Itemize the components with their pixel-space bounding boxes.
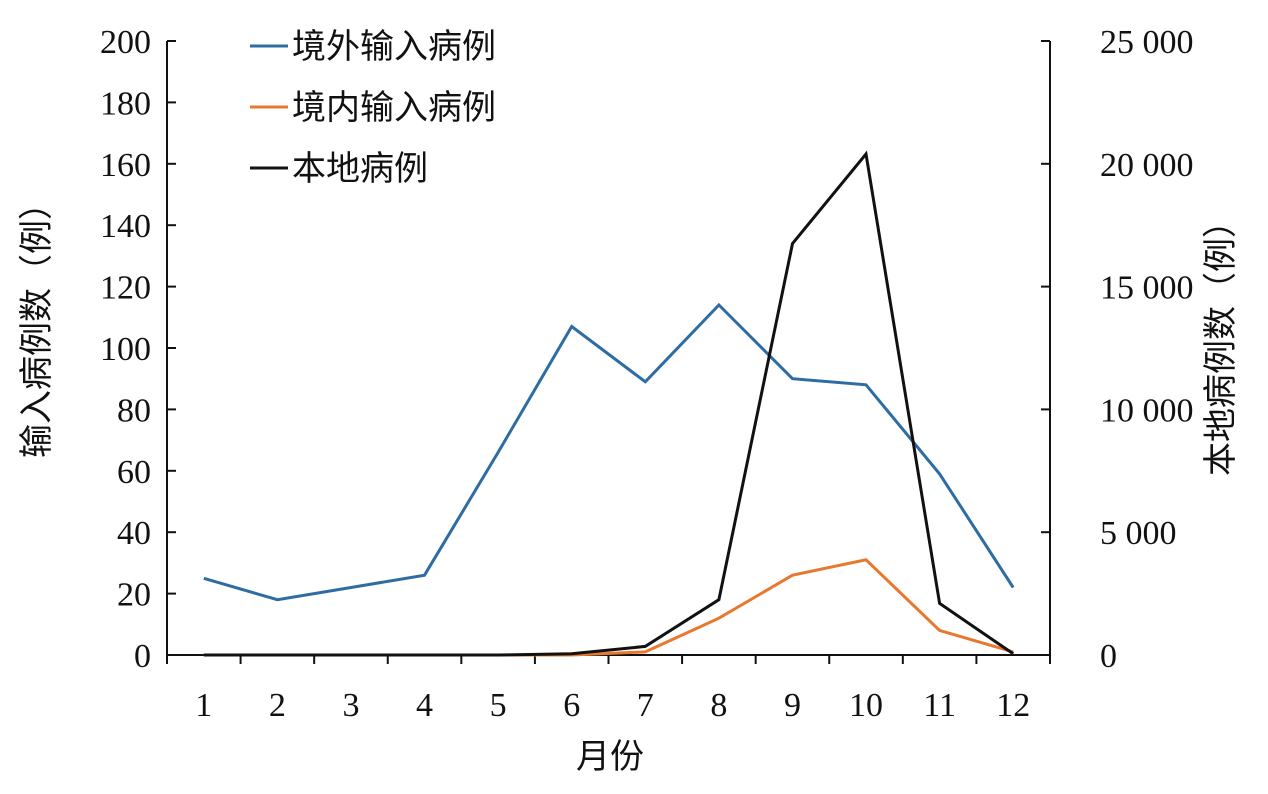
x-tick-label: 10 <box>849 687 883 724</box>
right-y-tick-label: 15 000 <box>1100 270 1194 307</box>
legend-label-2: 境内输入病例 <box>292 88 496 128</box>
x-tick-label: 9 <box>784 687 801 724</box>
left-y-tick-label: 200 <box>100 24 151 61</box>
right-y-tick-label: 5 000 <box>1100 515 1177 552</box>
x-tick-label: 3 <box>342 687 359 724</box>
legend-label-3: 本地病例 <box>292 149 428 189</box>
x-axis-title: 月份 <box>576 737 644 777</box>
x-tick-label: 6 <box>563 687 580 724</box>
series-line-1 <box>203 302 1015 602</box>
right-y-tick-label: 20 000 <box>1100 147 1194 184</box>
left-y-tick-label: 20 <box>117 577 151 614</box>
left-y-tick-label: 60 <box>117 454 151 491</box>
left-y-tick-label: 160 <box>100 147 151 184</box>
series-line-3 <box>203 150 1015 657</box>
left-y-tick-label: 40 <box>117 515 151 552</box>
left-y-tick-label: 80 <box>117 392 151 429</box>
x-tick-label: 2 <box>269 687 286 724</box>
right-y-axis-title: 本地病例数（例） <box>1201 204 1241 476</box>
left-y-tick-label: 100 <box>100 331 151 368</box>
x-tick-label: 7 <box>637 687 654 724</box>
right-y-tick-label: 25 000 <box>1100 24 1194 61</box>
series-lines <box>203 150 1015 657</box>
left-y-axis-title: 输入病例数（例） <box>17 186 57 458</box>
x-tick-label: 8 <box>710 687 727 724</box>
left-y-tick-label: 140 <box>100 208 151 245</box>
left-y-tick-label: 180 <box>100 85 151 122</box>
x-tick-label: 11 <box>923 687 956 724</box>
right-y-tick-label: 0 <box>1100 638 1117 675</box>
x-tick-label: 4 <box>416 687 433 724</box>
left-y-tick-label: 0 <box>134 638 151 675</box>
series-line-2 <box>203 558 1014 657</box>
ticks: 0 20 40 60 80 100 120 140 160 180 200 0 5 000 10 000 1… <box>100 24 1194 724</box>
x-tick-label: 1 <box>195 687 212 724</box>
x-tick-label: 5 <box>490 687 507 724</box>
legend-label-1: 境外输入病例 <box>292 27 496 67</box>
left-y-tick-label: 120 <box>100 270 151 307</box>
right-y-tick-label: 10 000 <box>1100 392 1194 429</box>
axes <box>166 41 1051 656</box>
x-tick-label: 12 <box>996 687 1030 724</box>
